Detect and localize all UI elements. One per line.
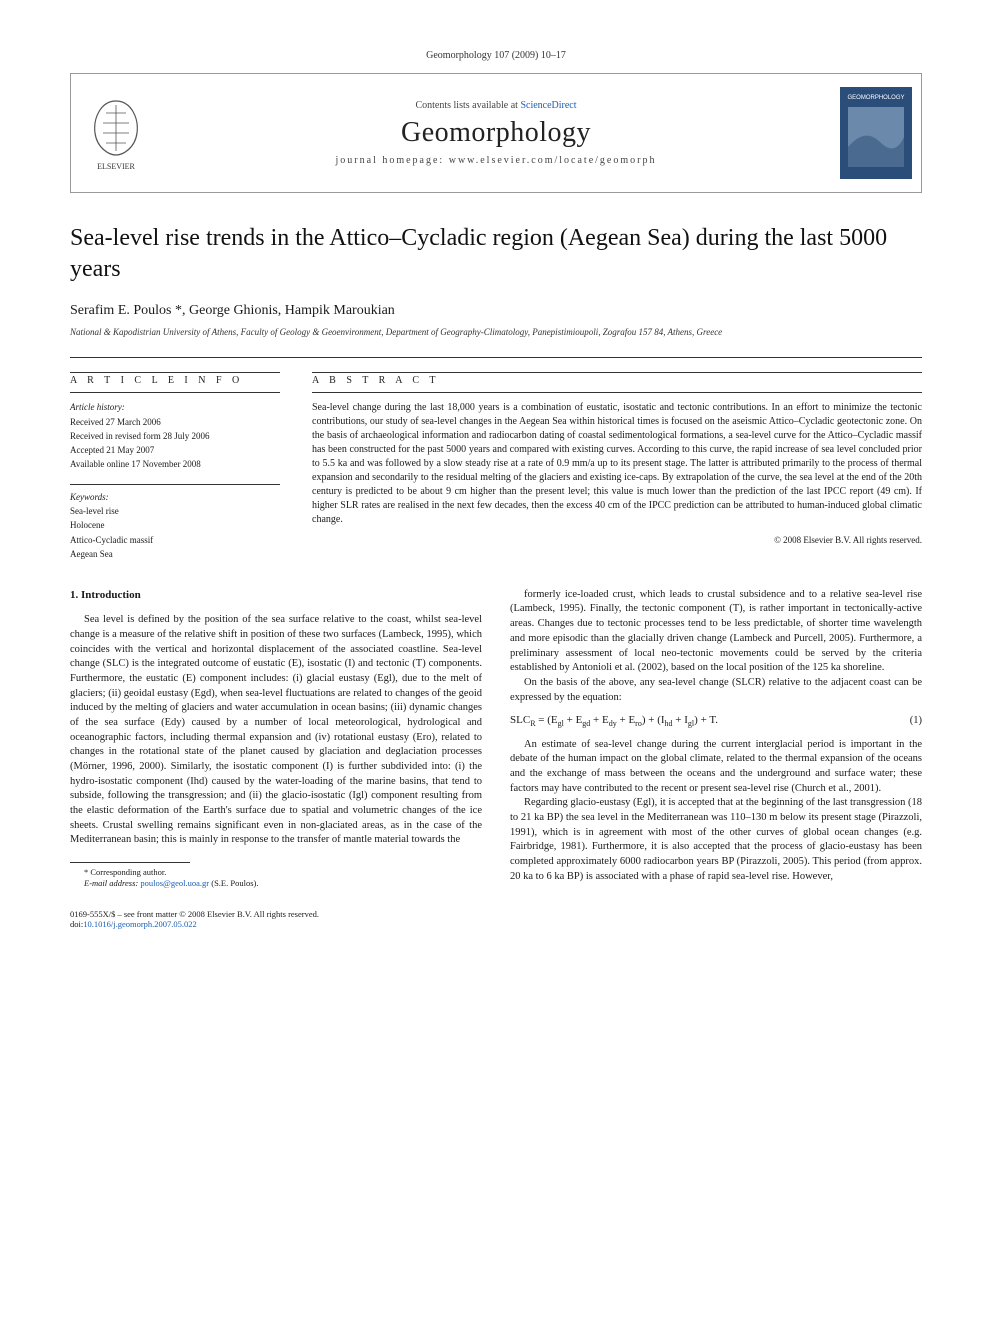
keyword: Aegean Sea [70, 548, 280, 560]
homepage-url: www.elsevier.com/locate/geomorph [449, 155, 657, 166]
publisher-logo: ELSEVIER [71, 74, 161, 192]
body-paragraph: Regarding glacio-eustasy (Egl), it is ac… [510, 796, 922, 884]
contents-available: Contents lists available at ScienceDirec… [161, 100, 831, 111]
section-heading: 1. Introduction [70, 588, 482, 603]
svg-text:ELSEVIER: ELSEVIER [97, 162, 135, 171]
journal-homepage: journal homepage: www.elsevier.com/locat… [161, 155, 831, 166]
equation-number: (1) [910, 714, 922, 729]
abstract-text: Sea-level change during the last 18,000 … [312, 401, 922, 527]
received-date: Received 27 March 2006 [70, 416, 280, 428]
body-column-right: formerly ice-loaded crust, which leads t… [510, 588, 922, 889]
doi-link[interactable]: 10.1016/j.geomorph.2007.05.022 [83, 919, 197, 929]
authors: Serafim E. Poulos *, George Ghionis, Ham… [70, 303, 922, 319]
body-paragraph: An estimate of sea-level change during t… [510, 738, 922, 797]
body-column-left: 1. Introduction Sea level is defined by … [70, 588, 482, 889]
journal-title: Geomorphology [161, 117, 831, 149]
article-title: Sea-level rise trends in the Attico–Cycl… [70, 223, 922, 285]
email-author: (S.E. Poulos). [209, 878, 258, 888]
equation: SLCR = (Egl + Egd + Edy + Ero) + (Ihd + … [510, 713, 718, 729]
email-footnote: E-mail address: poulos@geol.uoa.gr (S.E.… [70, 878, 482, 889]
header-center: Contents lists available at ScienceDirec… [161, 74, 831, 192]
abstract-column: A B S T R A C T Sea-level change during … [312, 372, 922, 561]
keyword: Sea-level rise [70, 505, 280, 517]
body-columns: 1. Introduction Sea level is defined by … [70, 588, 922, 889]
revised-date: Received in revised form 28 July 2006 [70, 430, 280, 442]
article-info-column: A R T I C L E I N F O Article history: R… [70, 372, 280, 561]
keywords-label: Keywords: [70, 491, 280, 503]
email-link[interactable]: poulos@geol.uoa.gr [140, 878, 209, 888]
svg-text:GEOMORPHOLOGY: GEOMORPHOLOGY [847, 95, 904, 101]
history-label: Article history: [70, 401, 280, 413]
page-footer: 0169-555X/$ – see front matter © 2008 El… [70, 909, 922, 929]
equation-block: SLCR = (Egl + Egd + Edy + Ero) + (Ihd + … [510, 713, 922, 729]
running-citation: Geomorphology 107 (2009) 10–17 [70, 50, 922, 61]
body-paragraph: On the basis of the above, any sea-level… [510, 676, 922, 705]
footer-copyright: 0169-555X/$ – see front matter © 2008 El… [70, 909, 922, 919]
online-date: Available online 17 November 2008 [70, 458, 280, 470]
keyword: Holocene [70, 519, 280, 531]
sciencedirect-link[interactable]: ScienceDirect [520, 100, 576, 111]
body-paragraph: Sea level is defined by the position of … [70, 613, 482, 848]
footnote-separator [70, 862, 190, 863]
body-paragraph: formerly ice-loaded crust, which leads t… [510, 588, 922, 676]
accepted-date: Accepted 21 May 2007 [70, 444, 280, 456]
email-label: E-mail address: [84, 878, 140, 888]
author-list: Serafim E. Poulos *, George Ghionis, Ham… [70, 303, 395, 318]
journal-header: ELSEVIER Contents lists available at Sci… [70, 73, 922, 193]
abstract-heading: A B S T R A C T [312, 372, 922, 393]
keyword: Attico-Cycladic massif [70, 534, 280, 546]
journal-cover: GEOMORPHOLOGY [831, 74, 921, 192]
doi-prefix: doi: [70, 919, 83, 929]
article-info-heading: A R T I C L E I N F O [70, 375, 280, 393]
corresponding-author: * Corresponding author. [70, 867, 482, 878]
contents-prefix: Contents lists available at [415, 100, 520, 111]
homepage-prefix: journal homepage: [336, 155, 449, 166]
affiliation: National & Kapodistrian University of At… [70, 327, 922, 337]
abstract-copyright: © 2008 Elsevier B.V. All rights reserved… [312, 535, 922, 545]
